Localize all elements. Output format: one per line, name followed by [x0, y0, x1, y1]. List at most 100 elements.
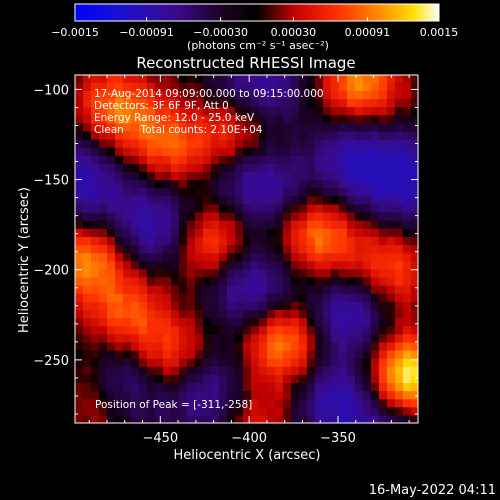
heatmap-pixel [330, 114, 340, 124]
heatmap-pixel [338, 325, 348, 335]
heatmap-pixel [90, 106, 100, 116]
heatmap-pixel [394, 82, 404, 91]
heatmap-pixel [274, 341, 284, 351]
heatmap-pixel [154, 98, 164, 108]
heatmap-pixel [378, 341, 388, 351]
colorbar [74, 3, 440, 22]
heatmap-pixel [402, 382, 412, 392]
heatmap-pixel [250, 220, 260, 229]
heatmap-pixel [138, 301, 148, 310]
heatmap-pixel [338, 390, 348, 400]
heatmap-pixel [178, 179, 188, 189]
heatmap-pixel [274, 220, 284, 229]
heatmap-pixel [322, 195, 332, 205]
heatmap-pixel [146, 406, 156, 416]
heatmap-pixel [306, 414, 316, 423]
heatmap-pixel [90, 285, 100, 294]
heatmap-pixel [378, 414, 388, 423]
heatmap-pixel [146, 236, 156, 246]
heatmap-pixel [298, 228, 308, 237]
heatmap-pixel [298, 374, 308, 384]
heatmap-pixel [98, 358, 108, 367]
heatmap-pixel [410, 147, 418, 156]
heatmap-pixel [354, 293, 364, 302]
heatmap-pixel [282, 244, 292, 254]
heatmap-pixel [178, 252, 188, 262]
heatmap-pixel [234, 285, 244, 294]
heatmap-pixel [290, 358, 300, 367]
heatmap-pixel [98, 285, 108, 294]
heatmap-pixel [298, 390, 308, 400]
heatmap-pixel [242, 309, 252, 319]
heatmap-pixel [178, 366, 188, 375]
heatmap-pixel [170, 155, 180, 164]
heatmap-pixel [90, 212, 100, 221]
heatmap-pixel [338, 236, 348, 246]
heatmap-pixel [178, 147, 188, 156]
heatmap-pixel [154, 268, 164, 278]
heatmap-pixel [218, 276, 228, 286]
heatmap-pixel [370, 163, 380, 173]
heatmap-pixel [186, 390, 196, 400]
heatmap-pixel [154, 252, 164, 262]
heatmap-pixel [386, 309, 396, 319]
heatmap-pixel [306, 285, 316, 294]
heatmap-pixel [75, 398, 84, 408]
heatmap-pixel [378, 82, 388, 91]
heatmap-pixel [410, 333, 418, 343]
heatmap-pixel [75, 349, 84, 359]
heatmap-pixel [346, 163, 356, 173]
heatmap-pixel [346, 382, 356, 392]
heatmap-pixel [75, 122, 84, 132]
heatmap-pixel [90, 82, 100, 91]
heatmap-pixel [362, 179, 372, 189]
heatmap-pixel [226, 333, 236, 343]
heatmap-pixel [186, 333, 196, 343]
heatmap-pixel [114, 414, 124, 423]
heatmap-pixel [282, 195, 292, 205]
heatmap-pixel [146, 317, 156, 327]
heatmap-pixel [218, 203, 228, 213]
heatmap-pixel [362, 260, 372, 270]
heatmap-pixel [146, 252, 156, 262]
heatmap-pixel [218, 187, 228, 197]
heatmap-pixel [234, 139, 244, 148]
heatmap-pixel [338, 293, 348, 302]
heatmap-pixel [410, 293, 418, 302]
heatmap-pixel [410, 155, 418, 164]
heatmap-pixel [202, 82, 212, 91]
heatmap-pixel [370, 155, 380, 164]
heatmap-pixel [154, 139, 164, 148]
heatmap-pixel [250, 341, 260, 351]
heatmap-pixel [370, 179, 380, 189]
heatmap-pixel [170, 187, 180, 197]
heatmap-pixel [210, 301, 220, 310]
heatmap-pixel [194, 309, 204, 319]
heatmap-pixel [90, 382, 100, 392]
heatmap-pixel [114, 398, 124, 408]
heatmap-pixel [378, 301, 388, 310]
heatmap-pixel [402, 252, 412, 262]
heatmap-pixel [306, 212, 316, 221]
heatmap-pixel [290, 130, 300, 140]
heatmap-pixel [130, 147, 140, 156]
heatmap-pixel [258, 260, 268, 270]
peak-position-label: Position of Peak = [-311,-258] [95, 399, 252, 411]
heatmap-pixel [354, 374, 364, 384]
heatmap-pixel [234, 390, 244, 400]
heatmap-pixel [90, 398, 100, 408]
heatmap-pixel [274, 75, 284, 83]
heatmap-pixel [306, 82, 316, 91]
heatmap-pixel [122, 90, 132, 100]
heatmap-pixel [410, 220, 418, 229]
heatmap-pixel [250, 260, 260, 270]
heatmap-pixel [394, 236, 404, 246]
heatmap-pixel [210, 195, 220, 205]
heatmap-pixel [234, 179, 244, 189]
heatmap-pixel [306, 171, 316, 181]
heatmap-pixel [202, 114, 212, 124]
heatmap-pixel [146, 155, 156, 164]
heatmap-pixel [394, 390, 404, 400]
heatmap-pixel [98, 414, 108, 423]
heatmap-pixel [146, 82, 156, 91]
